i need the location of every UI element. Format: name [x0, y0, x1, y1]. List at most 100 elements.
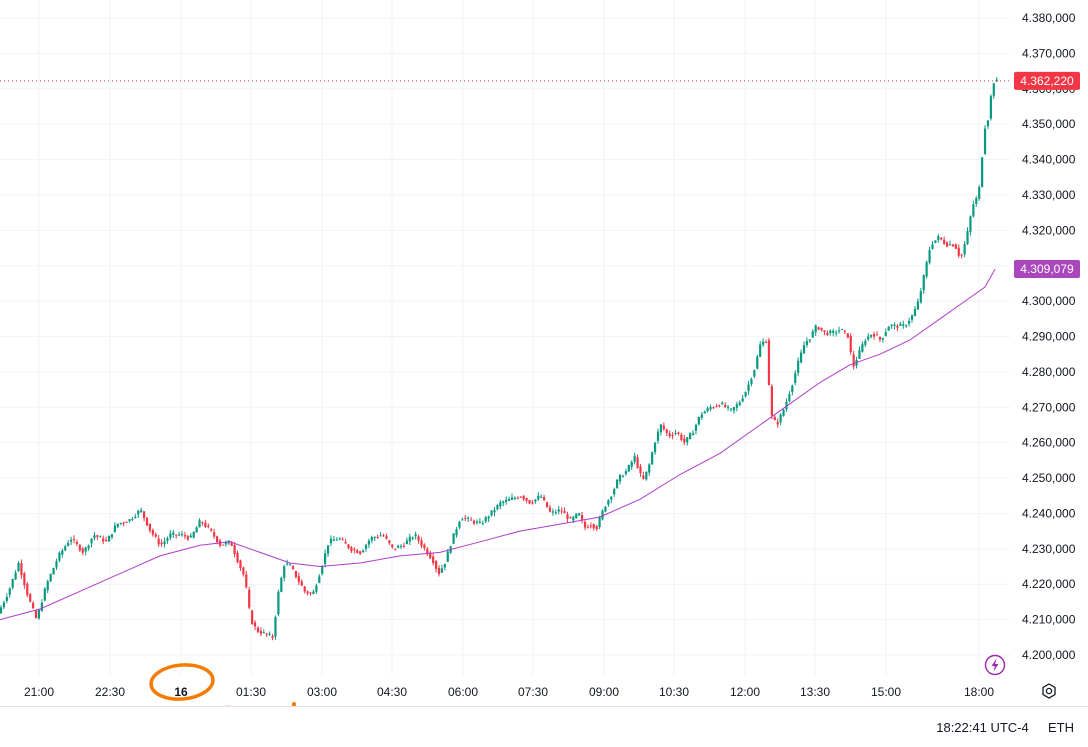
- candle-body: [677, 432, 680, 434]
- candle-body: [732, 407, 736, 411]
- candle-body: [978, 187, 981, 199]
- candle-body: [271, 636, 274, 639]
- candle-body: [151, 529, 154, 535]
- candle-body: [630, 461, 633, 467]
- candle-body: [17, 562, 20, 572]
- candle-body: [928, 250, 931, 263]
- candle-body: [519, 496, 522, 498]
- candle-body: [966, 231, 969, 245]
- candle-body: [522, 495, 525, 500]
- candle-body: [107, 535, 111, 542]
- candle-body: [759, 344, 762, 357]
- candle-body: [487, 516, 490, 519]
- candle-body: [919, 291, 922, 303]
- candle-body: [58, 552, 61, 561]
- y-tick-label: 4.270,000: [1022, 400, 1076, 414]
- candle-body: [288, 564, 292, 566]
- candle-body: [221, 544, 225, 546]
- lightning-icon[interactable]: [984, 654, 1006, 676]
- candle-body: [455, 529, 458, 536]
- candle-body: [805, 341, 809, 345]
- candle-body: [0, 607, 3, 614]
- candle-body: [338, 538, 341, 540]
- candle-body: [102, 538, 105, 542]
- candle-body: [215, 536, 219, 543]
- candle-body: [975, 198, 978, 205]
- candle-body: [105, 539, 108, 541]
- candle-body: [367, 540, 371, 545]
- candle-body: [887, 326, 890, 331]
- candle-body: [2, 602, 6, 608]
- ma-value-label: 4.309,079: [1020, 262, 1074, 276]
- candle-body: [986, 120, 990, 127]
- candle-body: [578, 513, 581, 516]
- candle-body: [835, 332, 838, 334]
- candle-body: [172, 532, 175, 535]
- candle-body: [467, 517, 470, 519]
- y-tick-label: 4.330,000: [1022, 188, 1076, 202]
- candle-body: [359, 551, 362, 554]
- candle-body: [940, 237, 943, 240]
- candle-body: [32, 602, 35, 609]
- x-tick-label: 18:00: [964, 685, 994, 699]
- candle-body: [417, 536, 420, 541]
- candle-body: [948, 244, 952, 246]
- y-tick-label: 4.340,000: [1022, 153, 1076, 167]
- candle-body: [157, 538, 160, 545]
- candle-body: [662, 425, 665, 430]
- price-axis[interactable]: 4.380,0004.370,0004.360,0004.350,0004.34…: [1022, 11, 1076, 662]
- candle-body: [811, 331, 814, 338]
- candle-body: [945, 242, 949, 247]
- candle-body: [726, 406, 730, 408]
- candle-body: [507, 498, 511, 501]
- candle-body: [402, 545, 406, 547]
- y-tick-label: 4.280,000: [1022, 365, 1076, 379]
- price-chart[interactable]: 4.380,0004.370,0004.360,0004.350,0004.34…: [0, 0, 1088, 706]
- candle-body: [896, 325, 899, 328]
- candle-body: [659, 424, 663, 433]
- candle-body: [37, 610, 41, 619]
- candle-body: [957, 247, 960, 256]
- candle-body: [540, 496, 543, 498]
- candle-body: [779, 414, 782, 423]
- candle-body: [878, 336, 882, 340]
- candle-body: [280, 577, 283, 592]
- candle-body: [621, 476, 625, 478]
- candle-body: [794, 373, 797, 384]
- candle-body: [858, 350, 861, 359]
- candle-body: [983, 128, 987, 155]
- candle-body: [224, 542, 227, 545]
- candle-body: [23, 573, 26, 586]
- candle-body: [420, 540, 423, 546]
- candle-body: [335, 539, 338, 541]
- candle-body: [729, 408, 733, 410]
- candle-body: [899, 323, 902, 326]
- chart-grid: [0, 0, 1010, 676]
- candle-body: [64, 546, 67, 551]
- candle-body: [475, 521, 479, 523]
- candle-body: [908, 320, 911, 324]
- candle-body: [318, 576, 321, 583]
- candle-body: [943, 239, 946, 244]
- candle-body: [122, 522, 125, 524]
- candle-body: [180, 534, 184, 536]
- x-tick-label: 22:30: [95, 685, 125, 699]
- candle-body: [992, 83, 995, 96]
- candle-body: [236, 552, 239, 563]
- clock-display[interactable]: 18:22:41 UTC-4 ETH: [936, 720, 1074, 735]
- candle-body: [963, 244, 966, 255]
- x-tick-label: 04:30: [377, 685, 407, 699]
- time-axis[interactable]: 21:00 22:30 16 01:30 03:00 04:30 06:00 07:30 09:…: [24, 685, 994, 699]
- candle-body: [543, 497, 546, 501]
- candle-body: [735, 404, 738, 408]
- candles: [0, 77, 998, 641]
- candle-body: [55, 561, 58, 568]
- candle-body: [969, 216, 972, 232]
- candle-body: [142, 511, 146, 518]
- candle-body: [691, 433, 695, 436]
- candle-body: [770, 386, 773, 416]
- settings-gear-icon[interactable]: [1040, 682, 1058, 700]
- candle-body: [624, 471, 627, 475]
- candle-body: [274, 616, 277, 637]
- candle-body: [925, 261, 928, 277]
